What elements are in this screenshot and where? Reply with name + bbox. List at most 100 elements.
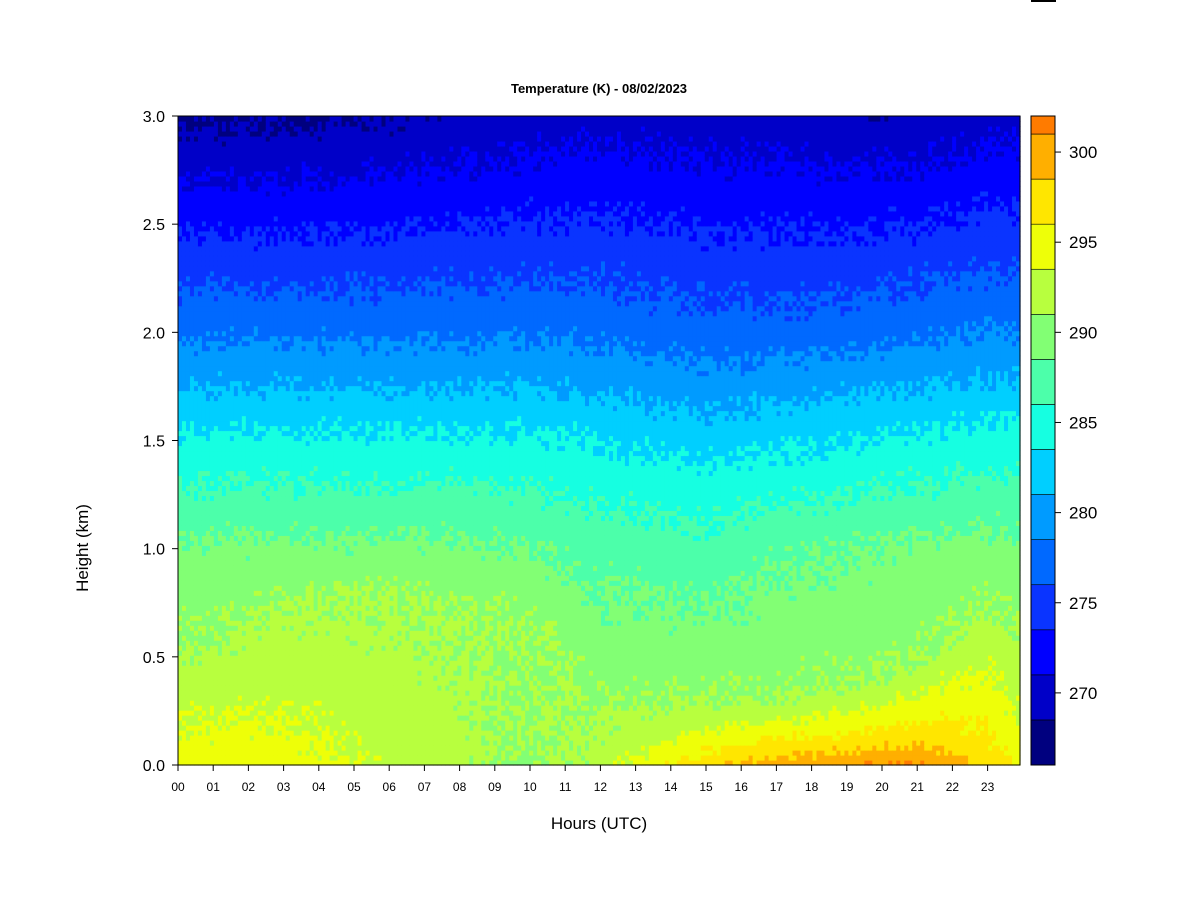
heatmap-cell (282, 595, 287, 601)
heatmap-cell (230, 520, 235, 526)
heatmap-cell (322, 201, 327, 207)
heatmap-cell (210, 730, 215, 736)
heatmap-cell (306, 565, 311, 571)
heatmap-cell (290, 401, 295, 407)
heatmap-cell (262, 291, 267, 297)
heatmap-cell (222, 396, 227, 402)
heatmap-cell (278, 296, 283, 302)
heatmap-cell (198, 326, 203, 332)
heatmap-cell (294, 211, 299, 217)
heatmap-cell (222, 116, 227, 122)
heatmap-cell (238, 460, 243, 466)
heatmap-cell (182, 500, 187, 506)
heatmap-cell (306, 680, 311, 686)
heatmap-cell (246, 495, 251, 501)
heatmap-cell (310, 251, 315, 257)
heatmap-cell (182, 640, 187, 646)
heatmap-cell (250, 381, 255, 387)
heatmap-cell (270, 396, 275, 402)
heatmap-cell (290, 520, 295, 526)
heatmap-cell (238, 630, 243, 636)
heatmap-cell (254, 271, 259, 277)
heatmap-cell (222, 550, 227, 556)
heatmap-cell (326, 620, 331, 626)
heatmap-cell (238, 480, 243, 486)
heatmap-cell (178, 326, 183, 332)
heatmap-cell (310, 645, 315, 651)
heatmap-cell (282, 231, 287, 237)
heatmap-cell (254, 505, 259, 511)
heatmap-cell (250, 166, 255, 172)
heatmap-cell (302, 470, 307, 476)
heatmap-cell (186, 690, 191, 696)
heatmap-cell (278, 515, 283, 521)
heatmap-cell (194, 575, 199, 581)
heatmap-cell (198, 555, 203, 561)
heatmap-cell (230, 570, 235, 576)
heatmap-cell (226, 286, 231, 292)
heatmap-cell (294, 560, 299, 566)
heatmap-cell (234, 750, 239, 756)
heatmap-cell (266, 206, 271, 212)
heatmap-cell (326, 610, 331, 616)
heatmap-cell (286, 455, 291, 461)
heatmap-cell (226, 341, 231, 347)
heatmap-cell (198, 645, 203, 651)
heatmap-cell (270, 436, 275, 442)
heatmap-cell (182, 600, 187, 606)
heatmap-cell (278, 525, 283, 531)
heatmap-cell (210, 500, 215, 506)
heatmap-cell (326, 261, 331, 267)
heatmap-cell (190, 411, 195, 417)
heatmap-cell (278, 141, 283, 147)
heatmap-cell (218, 306, 223, 312)
heatmap-cell (314, 690, 319, 696)
heatmap-cell (290, 665, 295, 671)
heatmap-cell (270, 545, 275, 551)
heatmap-cell (222, 490, 227, 496)
heatmap-cell (214, 401, 219, 407)
heatmap-cell (202, 246, 207, 252)
heatmap-cell (218, 161, 223, 167)
heatmap-cell (182, 136, 187, 142)
heatmap-cell (214, 276, 219, 282)
heatmap-cell (206, 266, 211, 272)
heatmap-cell (234, 146, 239, 152)
heatmap-cell (250, 181, 255, 187)
heatmap-cell (310, 705, 315, 711)
heatmap-cell (290, 455, 295, 461)
heatmap-cell (178, 306, 183, 312)
heatmap-cell (226, 620, 231, 626)
heatmap-cell (270, 585, 275, 591)
heatmap-cell (218, 510, 223, 516)
heatmap-cell (258, 665, 263, 671)
heatmap-cell (322, 376, 327, 382)
heatmap-cell (246, 161, 251, 167)
heatmap-cell (330, 500, 335, 506)
heatmap-cell (286, 490, 291, 496)
heatmap-cell (222, 610, 227, 616)
heatmap-cell (234, 565, 239, 571)
heatmap-cell (250, 505, 255, 511)
heatmap-cell (214, 296, 219, 302)
heatmap-cell (258, 595, 263, 601)
heatmap-cell (198, 241, 203, 247)
heatmap-cell (254, 750, 259, 756)
heatmap-cell (194, 206, 199, 212)
heatmap-cell (258, 351, 263, 357)
heatmap-cell (234, 740, 239, 746)
heatmap-cell (306, 166, 311, 172)
heatmap-cell (202, 515, 207, 521)
heatmap-cell (278, 221, 283, 227)
heatmap-cell (186, 465, 191, 471)
heatmap-cell (222, 441, 227, 447)
heatmap-cell (246, 635, 251, 641)
heatmap-cell (230, 311, 235, 317)
heatmap-cell (250, 351, 255, 357)
heatmap-cell (194, 176, 199, 182)
heatmap-cell (278, 366, 283, 372)
heatmap-cell (230, 351, 235, 357)
heatmap-cell (238, 421, 243, 427)
heatmap-cell (246, 376, 251, 382)
